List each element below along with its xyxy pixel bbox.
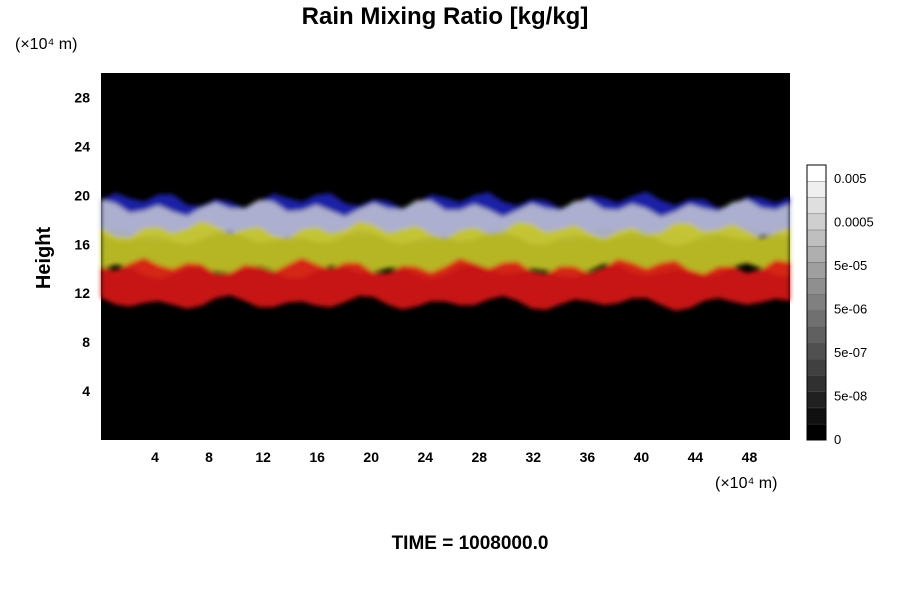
x-tick-label: 4 <box>151 449 159 465</box>
y-tick-label: 28 <box>74 89 90 105</box>
x-tick-label: 36 <box>580 449 596 465</box>
x-tick-label: 40 <box>634 449 650 465</box>
colorbar-label: 5e-05 <box>834 258 867 273</box>
x-tick-label: 28 <box>471 449 487 465</box>
colorbar-label: 0.005 <box>834 171 867 186</box>
colorbar-label: 5e-07 <box>834 345 867 360</box>
layer-red <box>101 257 790 311</box>
colorbar-label: 0.0005 <box>834 215 874 230</box>
x-tick-label: 16 <box>309 449 325 465</box>
y-tick-label: 4 <box>82 383 90 399</box>
y-tick-label: 20 <box>74 187 90 203</box>
chart-title: Rain Mixing Ratio [kg/kg] <box>302 3 589 30</box>
x-axis-unit: (×10⁴ m) <box>715 475 777 492</box>
colorbar-swatch <box>806 278 827 295</box>
time-label: TIME = 1008000.0 <box>392 533 549 554</box>
colorbar-swatch <box>806 342 827 360</box>
y-axis-label: Height <box>33 227 55 290</box>
colorbar: 0.005 0.0005 5e-05 5e-06 5e-07 5e-08 0 <box>806 164 874 447</box>
y-tick-labels: 4 8 12 16 20 24 28 <box>74 89 90 399</box>
colorbar-swatch <box>806 197 827 215</box>
colorbar-swatch <box>806 229 827 247</box>
x-tick-label: 12 <box>255 449 271 465</box>
colorbar-swatch <box>806 407 827 425</box>
y-tick-label: 8 <box>82 334 90 350</box>
x-tick-label: 20 <box>363 449 379 465</box>
colorbar-swatch <box>806 391 827 409</box>
y-tick-label: 24 <box>74 138 90 154</box>
colorbar-swatch <box>806 180 827 198</box>
y-tick-label: 12 <box>74 285 90 301</box>
x-tick-label: 24 <box>417 449 433 465</box>
y-tick-label: 16 <box>74 236 90 252</box>
colorbar-swatch <box>806 423 827 441</box>
colorbar-frame <box>806 164 827 441</box>
colorbar-swatch <box>806 310 827 328</box>
y-axis-unit: (×10⁴ m) <box>15 36 77 53</box>
data-layers <box>101 191 790 311</box>
x-tick-label: 48 <box>742 449 758 465</box>
colorbar-label: 5e-08 <box>834 389 867 404</box>
colorbar-swatch <box>806 164 827 182</box>
colorbar-label: 5e-06 <box>834 302 867 317</box>
colorbar-label: 0 <box>834 432 841 447</box>
colorbar-swatch <box>806 358 827 376</box>
colorbar-swatch <box>806 326 827 344</box>
x-tick-label: 8 <box>205 449 213 465</box>
x-tick-label: 32 <box>526 449 542 465</box>
x-tick-labels: 4 8 12 16 20 24 28 32 36 40 44 48 <box>151 449 757 465</box>
colorbar-swatch <box>806 294 827 312</box>
colorbar-swatch <box>806 261 827 279</box>
colorbar-swatch <box>806 245 827 263</box>
colorbar-swatch <box>806 213 827 231</box>
colorbar-swatch <box>806 375 827 392</box>
x-tick-label: 44 <box>688 449 704 465</box>
